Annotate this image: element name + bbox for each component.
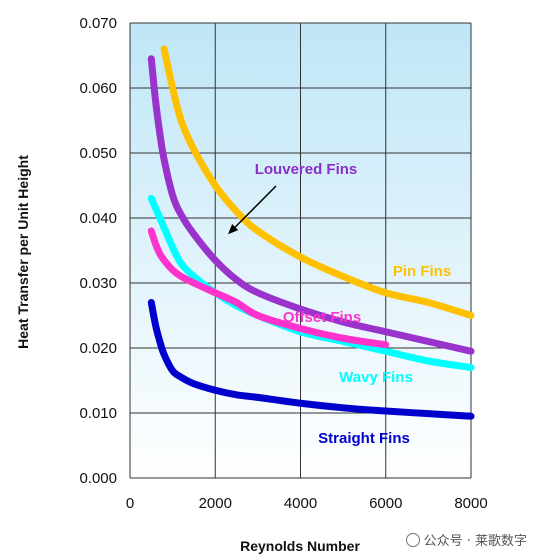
data-point-offset-fins xyxy=(157,250,163,257)
series-labels: Pin Fins Louvered Fins Wavy Fins Offset Fin… xyxy=(255,161,451,447)
series-label-wavy-fins: Wavy Fins xyxy=(339,369,413,386)
series-line-straight-fins xyxy=(147,299,475,420)
data-point-offset-fins xyxy=(382,341,389,348)
series-label-louvered-fins: Louvered Fins xyxy=(255,161,358,178)
data-point-straight-fins xyxy=(191,380,197,387)
watermark-text: 公众号 · 莱歌数字 xyxy=(423,534,527,549)
data-point-pin-fins xyxy=(169,85,176,91)
series-label-offset-fins: Offset Fins xyxy=(283,309,361,326)
data-point-offset-fins xyxy=(169,267,176,273)
data-point-louvered-fins xyxy=(152,98,159,104)
series-label-pin-fins: Pin Fins xyxy=(393,263,451,280)
data-point-wavy-fins xyxy=(191,273,197,280)
data-point-pin-fins xyxy=(212,182,219,189)
data-point-offset-fins xyxy=(255,312,261,319)
data-point-wavy-fins xyxy=(468,364,474,371)
data-point-straight-fins xyxy=(212,387,219,394)
annotation-arrow-line xyxy=(231,185,277,231)
data-point-pin-fins xyxy=(191,146,197,153)
data-point-straight-fins xyxy=(169,367,176,374)
data-point-straight-fins xyxy=(148,299,155,306)
series-group xyxy=(147,45,475,420)
annotation xyxy=(228,185,277,235)
data-point-straight-fins xyxy=(255,394,261,401)
data-point-wavy-fins xyxy=(161,224,167,231)
data-point-louvered-fins xyxy=(340,319,346,325)
data-point-pin-fins xyxy=(233,208,240,215)
data-point-wavy-fins xyxy=(178,260,184,267)
data-point-louvered-fins xyxy=(161,156,167,163)
data-point-offset-fins xyxy=(212,289,219,296)
data-point-straight-fins xyxy=(340,404,346,411)
data-point-louvered-fins xyxy=(425,338,432,345)
data-point-wavy-fins xyxy=(169,244,176,251)
x-tick-label: 4000 xyxy=(284,495,317,512)
series-label-straight-fins: Straight Fins xyxy=(318,430,410,447)
annotation-arrow-head xyxy=(228,224,239,235)
data-point-louvered-fins xyxy=(255,289,261,296)
data-point-pin-fins xyxy=(255,228,261,234)
data-point-pin-fins xyxy=(340,273,346,280)
data-point-wavy-fins xyxy=(148,195,155,202)
data-point-straight-fins xyxy=(178,374,184,381)
data-point-straight-fins xyxy=(468,413,474,420)
x-tick-label: 2000 xyxy=(199,495,232,512)
x-tick-label: 0 xyxy=(126,495,134,512)
data-point-straight-fins xyxy=(382,408,389,414)
data-point-louvered-fins xyxy=(233,276,240,283)
y-tick-label: 0.020 xyxy=(79,340,117,357)
data-point-pin-fins xyxy=(382,289,389,296)
data-point-pin-fins xyxy=(468,312,474,319)
data-point-louvered-fins xyxy=(468,348,474,355)
data-point-straight-fins xyxy=(425,410,432,417)
data-point-pin-fins xyxy=(297,254,304,260)
data-point-straight-fins xyxy=(157,338,163,345)
data-point-pin-fins xyxy=(178,117,184,124)
data-point-wavy-fins xyxy=(382,348,389,355)
y-tick-label: 0.000 xyxy=(79,470,117,487)
data-point-straight-fins xyxy=(161,351,167,358)
data-point-straight-fins xyxy=(297,400,304,407)
y-tick-label: 0.040 xyxy=(79,210,117,227)
data-point-louvered-fins xyxy=(157,130,163,137)
watermark: 公众号 · 莱歌数字 xyxy=(405,530,527,549)
data-point-wavy-fins xyxy=(425,358,432,364)
y-tick-label: 0.030 xyxy=(79,275,117,292)
tick-labels: 0 2000 4000 6000 8000 0.000 0.010 0.020 0.030 0.0… xyxy=(79,15,487,512)
data-point-louvered-fins xyxy=(297,306,304,312)
data-point-pin-fins xyxy=(161,46,167,52)
y-tick-label: 0.070 xyxy=(79,15,117,32)
y-tick-label: 0.060 xyxy=(79,80,117,97)
data-point-offset-fins xyxy=(340,335,346,342)
y-tick-label: 0.050 xyxy=(79,145,117,162)
data-point-louvered-fins xyxy=(169,192,176,199)
data-point-offset-fins xyxy=(161,257,167,264)
data-point-louvered-fins xyxy=(178,211,184,218)
y-axis-title: Heat Transfer per Unit Height xyxy=(15,155,31,349)
data-point-wavy-fins xyxy=(152,205,159,212)
data-point-offset-fins xyxy=(297,325,304,332)
y-tick-label: 0.010 xyxy=(79,405,117,422)
data-point-louvered-fins xyxy=(212,257,219,264)
data-point-louvered-fins xyxy=(148,55,155,62)
data-point-offset-fins xyxy=(191,280,197,286)
data-point-offset-fins xyxy=(152,241,159,247)
data-point-pin-fins xyxy=(425,299,432,306)
x-tick-label: 6000 xyxy=(369,495,402,512)
data-point-wavy-fins xyxy=(157,215,163,221)
data-point-offset-fins xyxy=(148,228,155,234)
data-point-offset-fins xyxy=(233,299,240,306)
x-tick-label: 8000 xyxy=(454,495,487,512)
data-point-straight-fins xyxy=(152,322,159,329)
data-point-louvered-fins xyxy=(382,328,389,335)
data-point-louvered-fins xyxy=(191,231,197,238)
data-point-straight-fins xyxy=(233,391,240,398)
series-line-offset-fins xyxy=(147,227,390,349)
x-axis-title: Reynolds Number xyxy=(240,538,360,554)
wechat-icon xyxy=(405,532,420,547)
data-point-offset-fins xyxy=(178,273,184,280)
series-line-louvered-fins xyxy=(147,55,475,355)
